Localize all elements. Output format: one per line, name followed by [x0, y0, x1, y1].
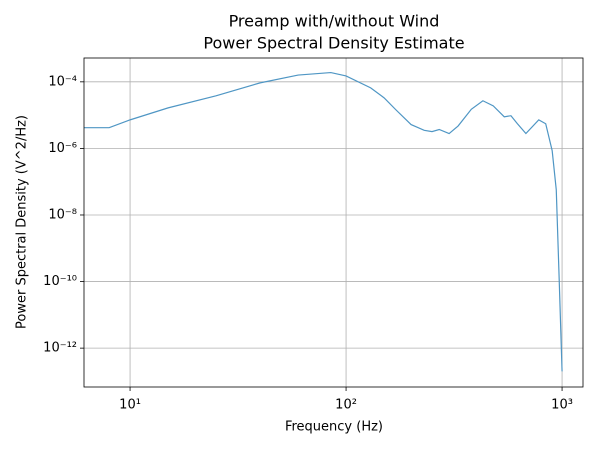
- chart-title: Preamp with/without Wind: [229, 12, 440, 31]
- y-tick-label: 10⁻¹⁰: [43, 274, 77, 289]
- x-tick-label: 10¹: [119, 398, 141, 413]
- data-line: [84, 71, 563, 372]
- y-tick-label: 10⁻⁴: [48, 74, 77, 89]
- x-axis-label: Frequency (Hz): [285, 420, 383, 435]
- y-tick-label: 10⁻¹²: [43, 341, 77, 356]
- chart-subtitle: Power Spectral Density Estimate: [203, 34, 464, 53]
- y-tick-label: 10⁻⁸: [48, 207, 77, 222]
- y-tick-label: 10⁻⁶: [48, 141, 77, 156]
- x-tick-label: 10³: [551, 398, 573, 413]
- plot-frame: [83, 57, 584, 388]
- x-tick-label: 10²: [335, 398, 357, 413]
- y-axis-label: Power Spectral Density (V^2/Hz): [15, 115, 30, 329]
